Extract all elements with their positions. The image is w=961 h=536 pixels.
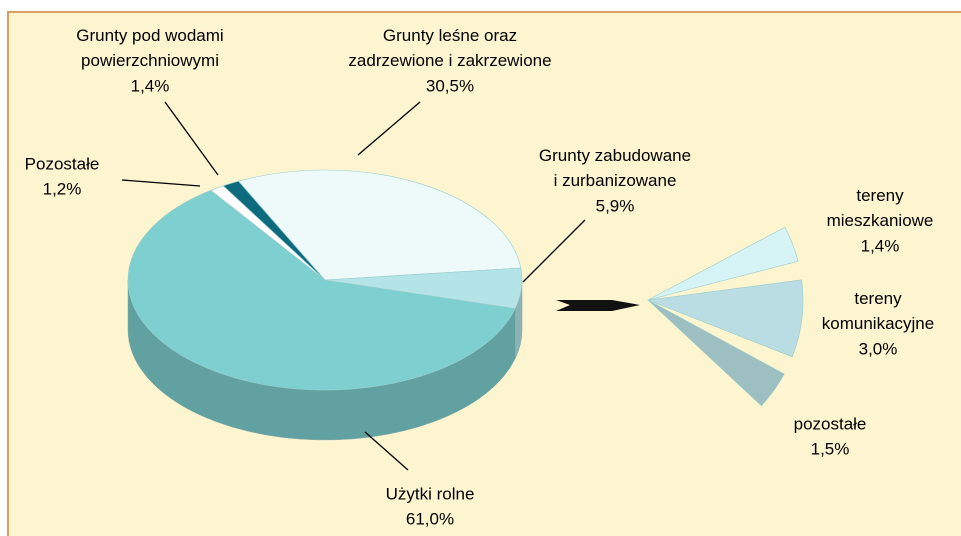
slice-label: Pozostałe: [25, 154, 100, 173]
slice-label: tereny komunikacyjne: [822, 289, 934, 333]
slice-value-label: 1,2%: [43, 179, 82, 198]
pie-slice: [647, 226, 799, 301]
slice-value-label: 3,0%: [859, 339, 898, 358]
pie-slice: [324, 267, 523, 309]
slice-label: Grunty leśne oraz zadrzewione i zakrzewio…: [348, 26, 551, 70]
leader-line: [364, 431, 409, 471]
pie-slice: [646, 279, 804, 358]
pie-slice: [127, 189, 516, 391]
slice-label: Użytki rolne: [386, 484, 475, 503]
slice-label: Grunty zabudowane i zurbanizowane: [539, 146, 691, 190]
slice-value-label: 1,4%: [131, 76, 170, 95]
pie-slice: [237, 169, 522, 281]
slice-label: Grunty pod wodami powierzchniowymi: [76, 26, 223, 70]
leader-line: [164, 101, 219, 176]
slice-value-label: 1,5%: [811, 439, 850, 458]
leader-line: [522, 219, 586, 283]
pie-slice: [647, 299, 785, 407]
slice-label: pozostałe: [794, 414, 867, 433]
slice-value-label: 30,5%: [426, 76, 474, 95]
slice-value-label: 1,4%: [861, 236, 900, 255]
slice-value-label: 61,0%: [406, 509, 454, 528]
leader-line: [357, 101, 421, 156]
slice-value-label: 5,9%: [596, 196, 635, 215]
breakdown-arrow: [556, 300, 640, 311]
slice-label: tereny mieszkaniowe: [827, 186, 934, 230]
leader-line: [121, 179, 201, 187]
